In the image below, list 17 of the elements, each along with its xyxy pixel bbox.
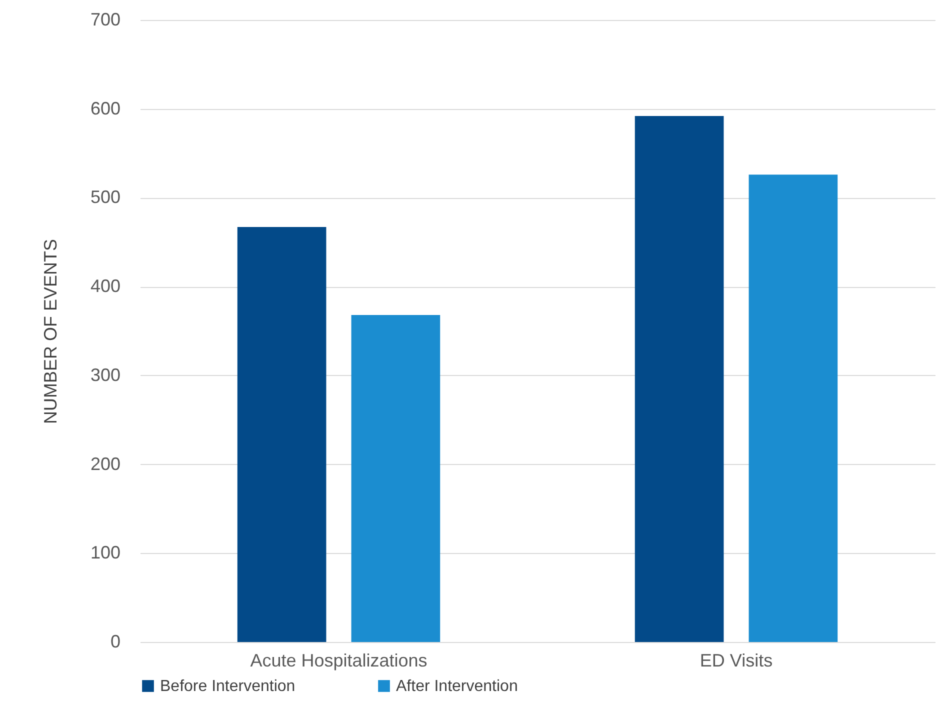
bar xyxy=(351,315,440,642)
y-axis-title: NUMBER OF EVENTS xyxy=(40,238,60,424)
bar xyxy=(748,174,838,642)
y-tick-label: 0 xyxy=(110,632,120,652)
legend-label: Before Intervention xyxy=(160,678,296,695)
y-tick-label: 300 xyxy=(90,364,120,385)
y-tick-label: 200 xyxy=(90,454,120,474)
y-tick-label: 100 xyxy=(90,542,120,563)
bar xyxy=(634,116,724,642)
y-tick-label: 500 xyxy=(90,187,120,208)
x-tick-label: ED Visits xyxy=(700,650,773,670)
bar xyxy=(237,227,326,642)
x-tick-label: Acute Hospitalizations xyxy=(250,650,428,670)
legend-label: After Intervention xyxy=(396,678,518,695)
y-tick-label: 400 xyxy=(90,276,120,296)
y-tick-label: 700 xyxy=(90,10,120,30)
y-tick-label: 600 xyxy=(90,98,120,118)
